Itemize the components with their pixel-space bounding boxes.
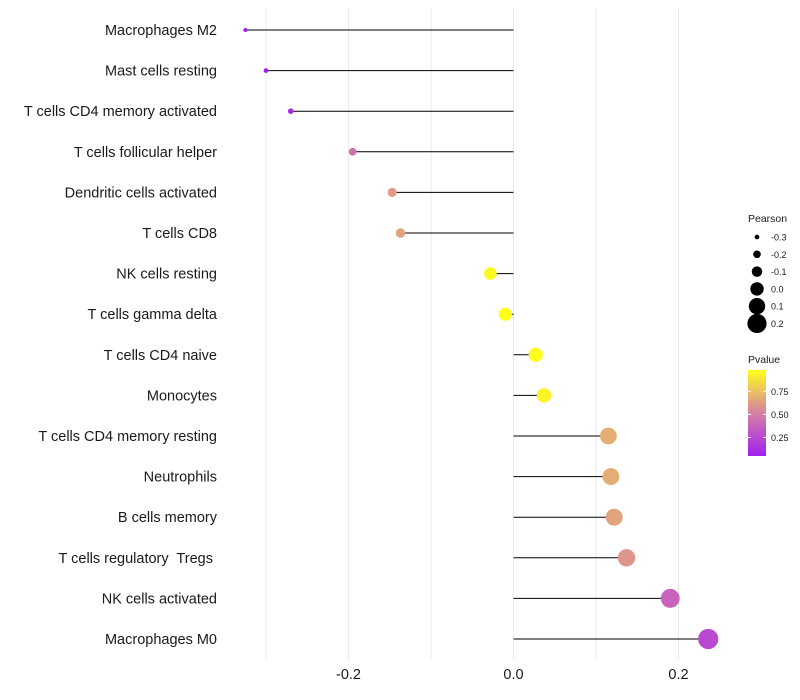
lollipop-point [528,347,543,362]
color-legend-label: 0.25 [771,433,789,443]
size-legend: -0.3 -0.2 -0.1 0.0 0.1 0.2 [747,233,787,334]
lollipop-point [498,307,512,321]
category-label: Dendritic cells activated [65,185,217,201]
x-axis-ticks: -0.2 0.0 0.2 [336,667,689,683]
size-legend-label: 0.2 [771,319,784,329]
size-legend-label: -0.2 [771,250,787,260]
category-label: T cells CD4 naive [104,348,217,364]
x-tick-label: 0.0 [503,667,523,683]
segments [245,29,709,640]
size-legend-key [747,313,767,334]
size-legend-label: 0.1 [771,302,784,312]
lollipop-point [536,388,552,403]
lollipop-point [243,28,248,32]
color-legend-label: 0.75 [771,387,789,397]
category-label: T cells gamma delta [88,307,218,323]
category-label: NK cells activated [102,591,217,607]
points [243,28,719,650]
lollipop-point [287,108,294,114]
lollipop-point [660,588,680,608]
size-legend-key [750,282,764,296]
lollipop-point [387,187,397,197]
size-legend-label: 0.0 [771,284,784,294]
lollipop-point [602,468,620,486]
category-label: Monocytes [147,388,217,404]
size-legend-label: -0.1 [771,267,787,277]
category-label: T cells CD4 memory activated [24,104,217,120]
size-legend-key [751,266,763,277]
lollipop-point [484,267,497,280]
size-legend-key [754,234,760,240]
category-label: Macrophages M0 [105,632,217,648]
category-label: T cells follicular helper [74,145,217,161]
legend-size-title: Pearson [748,213,787,225]
size-legend-key [748,298,766,315]
category-label: T cells regulatory Tregs [59,551,218,567]
lollipop-point [348,147,357,156]
lollipop-point [395,228,406,238]
lollipop-point [605,508,623,526]
y-axis-labels: Macrophages M2 Mast cells resting T cells … [24,23,218,648]
category-label: T cells CD8 [142,226,217,242]
size-legend-key [753,250,761,259]
x-tick-label: 0.2 [668,667,688,683]
lollipop-point [698,628,719,650]
x-tick-label: -0.2 [336,667,361,683]
category-label: Mast cells resting [105,64,217,80]
color-legend-label: 0.50 [771,410,789,420]
lollipop-point [599,427,617,445]
lollipop-point [617,549,636,567]
category-label: T cells CD4 memory resting [38,429,217,445]
color-bar [748,370,766,456]
category-label: B cells memory [118,510,218,526]
category-label: Macrophages M2 [105,23,217,39]
legend-color-title: Pvalue [748,354,780,366]
color-legend-ticks: 0.75 0.50 0.25 [748,387,789,443]
grid-lines [265,8,679,660]
size-legend-label: -0.3 [771,233,787,243]
category-label: Neutrophils [144,470,217,486]
category-label: NK cells resting [116,267,217,283]
legend: Pearson -0.3 -0.2 -0.1 0.0 0.1 0.2 Pvalue 0.7… [747,213,789,456]
lollipop-point [263,68,269,73]
